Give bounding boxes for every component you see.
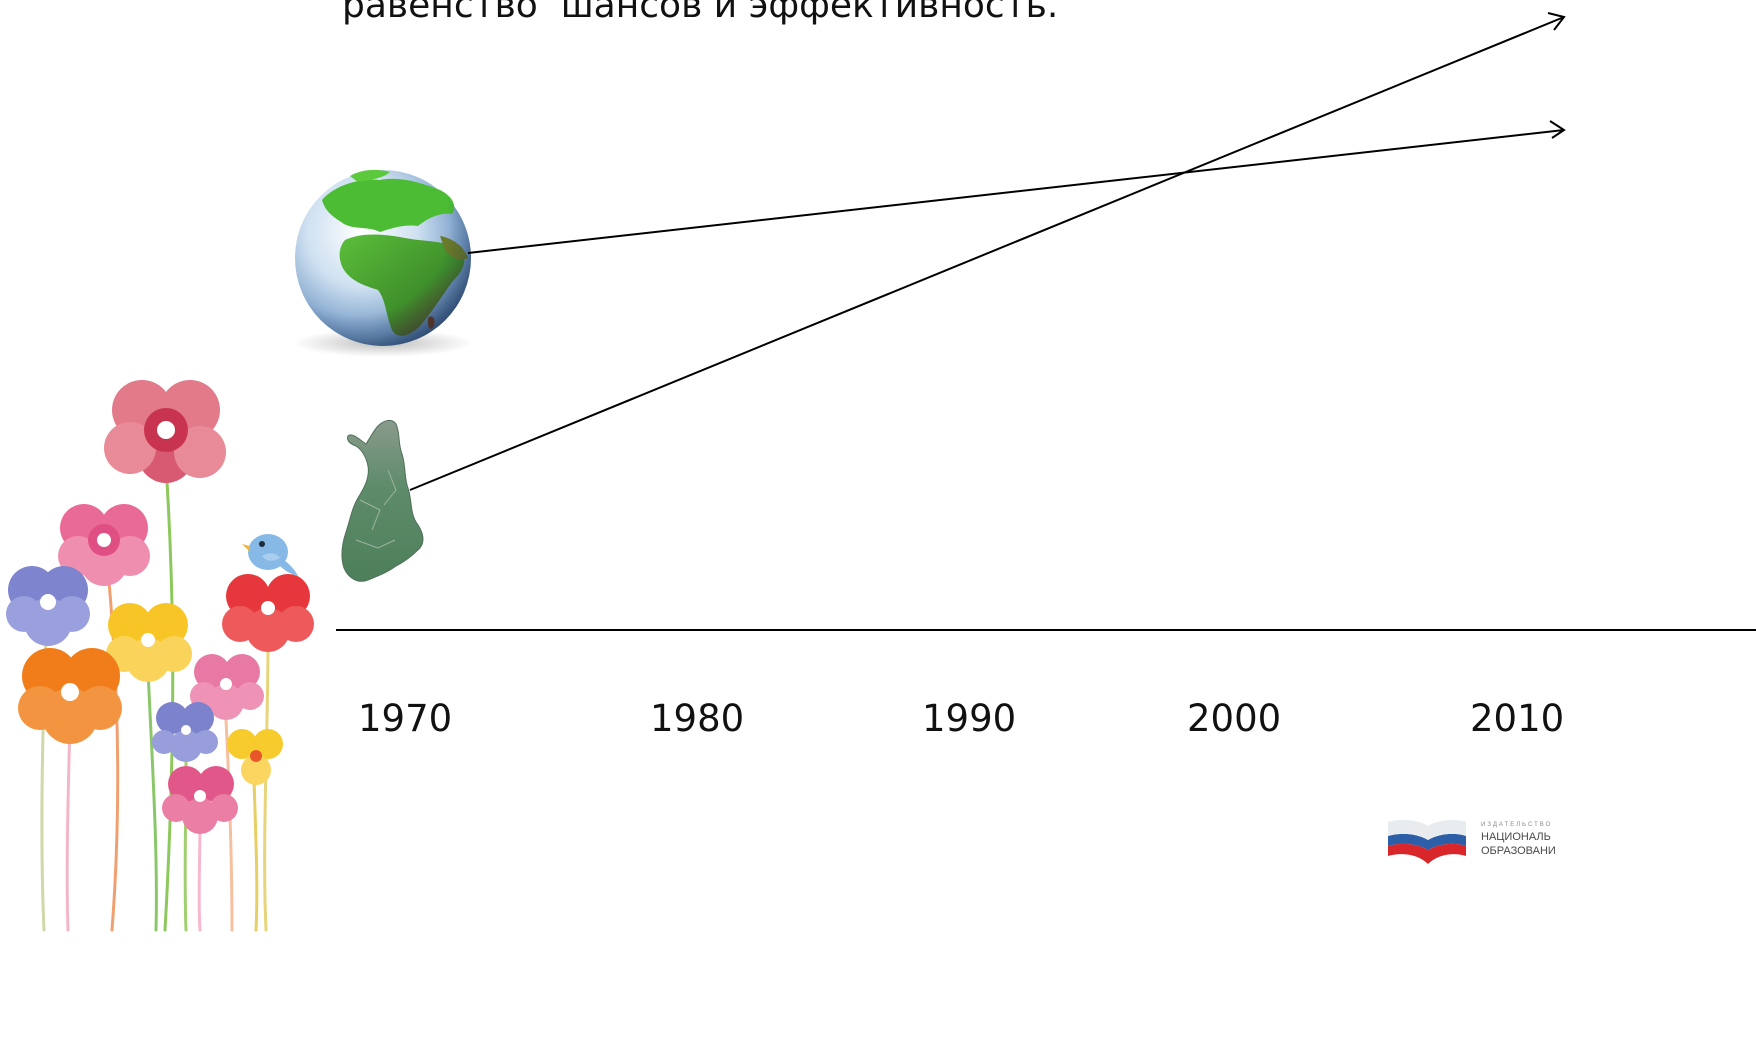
trend-arrows [409,12,1566,491]
publisher-logo-line2: ОБРАЗОВАНИ [1481,845,1556,857]
slide-heading: равенство шансов и эффективность. [342,0,1059,26]
globe-icon [293,169,473,357]
finland-trend-arrow [409,16,1565,491]
finland-arrowhead [1547,12,1566,31]
year-label-1990: 1990 [922,697,1017,740]
flower-yellow [106,603,192,682]
publisher-logo-small-line: ИЗДАТЕЛЬСТВО [1481,822,1553,828]
finland-map-icon [341,419,424,582]
flower-magenta [190,654,264,720]
year-label-1980: 1980 [650,697,745,740]
flower-yellow-small [227,729,283,785]
publisher-logo-line1: НАЦИОНАЛЬ [1481,831,1551,843]
globe-trend-arrow [467,129,1565,254]
year-label-2000: 2000 [1187,697,1282,740]
flower-pink [58,504,150,586]
flower-orange [18,648,122,744]
flower-red-right [222,574,314,652]
flowers-illustration [6,380,314,932]
publisher-logo-text: ИЗДАТЕЛЬСТВО НАЦИОНАЛЬ ОБРАЗОВАНИ [1481,821,1556,858]
globe-arrowhead [1549,120,1566,139]
flower-red-top [104,380,226,483]
publisher-logo-icon [1388,819,1466,864]
bird-icon [242,534,298,576]
year-label-1970: 1970 [358,697,453,740]
flower-pink-bottom [162,766,238,834]
flower-violet [6,566,90,646]
flower-blue-small [152,702,218,762]
year-label-2010: 2010 [1470,697,1565,740]
